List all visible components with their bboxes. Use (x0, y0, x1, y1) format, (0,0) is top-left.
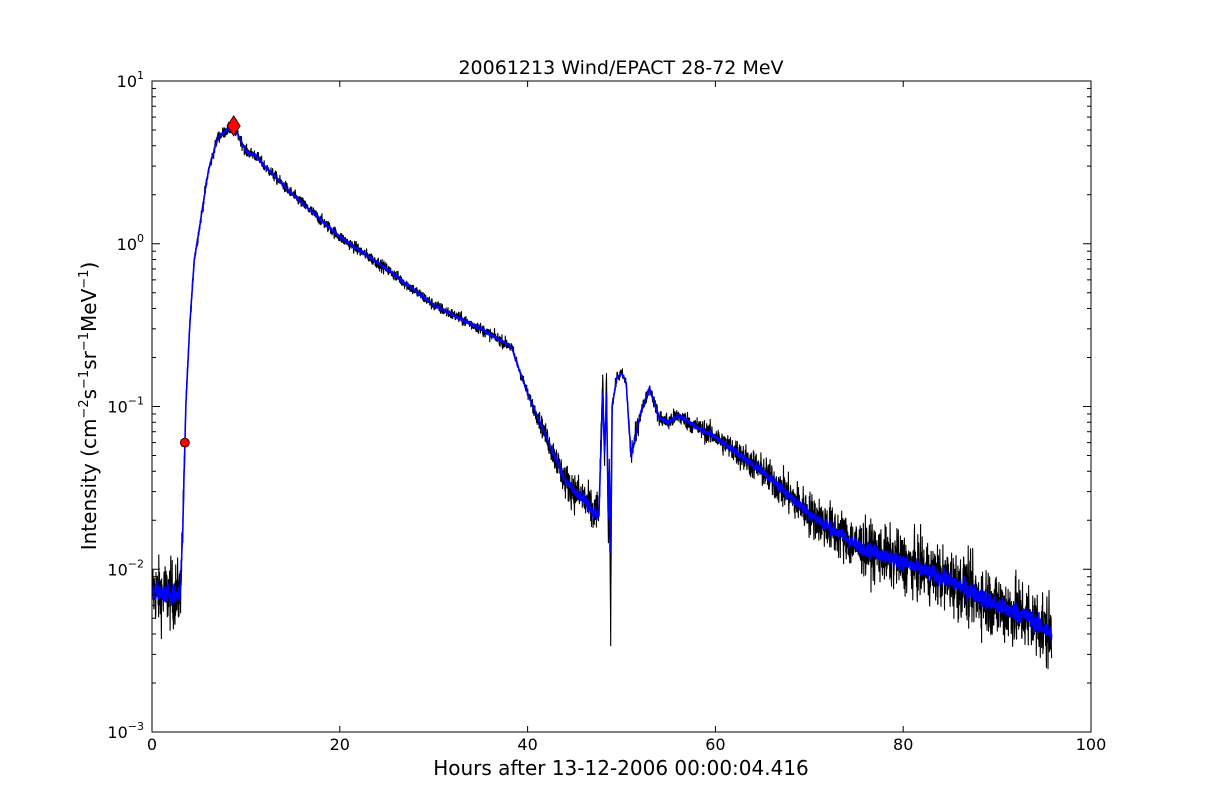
x-axis-label: Hours after 13-12-2006 00:00:04.416 (433, 756, 809, 780)
y-tick-label: 101 (117, 69, 144, 91)
x-tick-label: 60 (705, 735, 725, 754)
y-axis: 10−3 10−2 10−1 100 101 (107, 69, 1091, 742)
onset-marker (179, 437, 190, 448)
chart-title: 20061213 Wind/EPACT 28-72 MeV (458, 57, 783, 79)
x-tick-label: 100 (1076, 735, 1107, 754)
y-tick-label: 10−3 (107, 720, 144, 742)
y-axis-label: Intensity (cm−2s−1sr−1MeV−1) (77, 262, 101, 551)
series-line-smoothed-intensity (152, 125, 1053, 642)
x-tick-label: 0 (147, 735, 157, 754)
x-tick-label: 20 (330, 735, 350, 754)
y-tick-label: 10−1 (107, 395, 144, 417)
x-tick-label: 80 (893, 735, 913, 754)
peak-marker (226, 115, 241, 137)
x-axis: 0 20 40 60 80 100 (147, 81, 1106, 754)
y-tick-label: 100 (117, 232, 144, 254)
x-tick-label: 40 (517, 735, 537, 754)
y-tick-label: 10−2 (107, 557, 144, 579)
